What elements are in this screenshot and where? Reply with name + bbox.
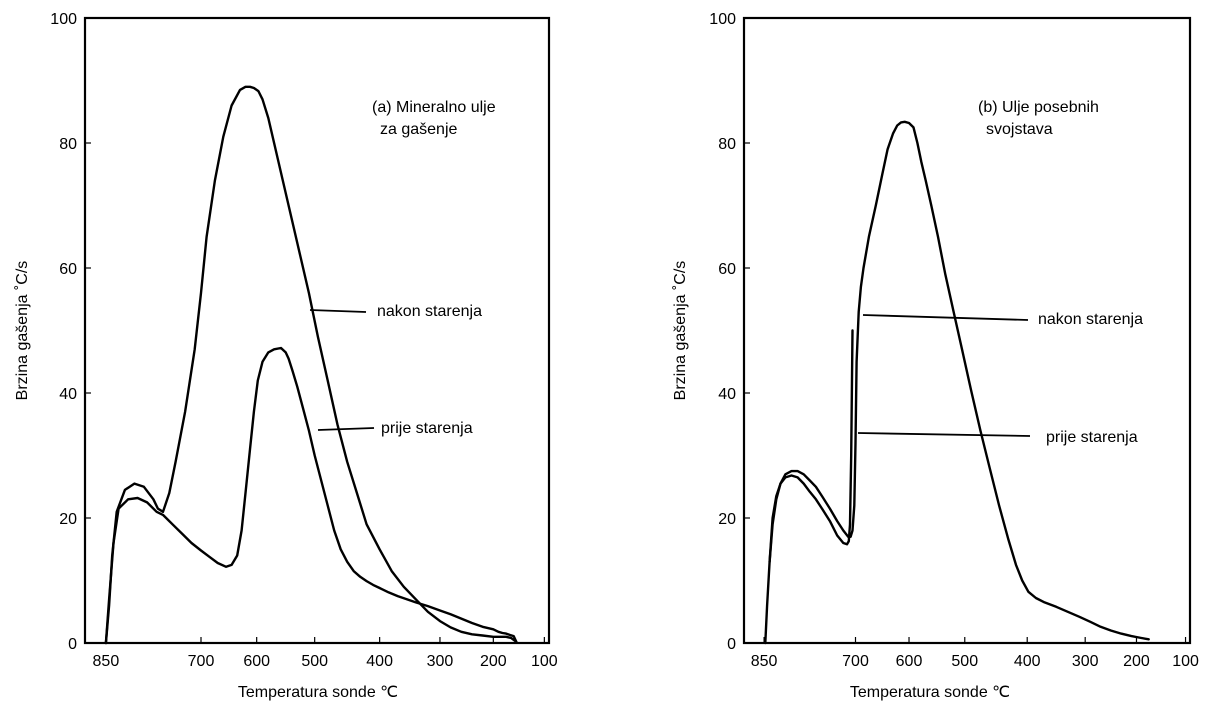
series-prije-starenja-line	[768, 329, 854, 563]
x-tick-label: 100	[531, 653, 558, 670]
y-tick-label: 40	[59, 386, 77, 403]
y-tick-label: 60	[59, 261, 77, 278]
y-tick-label: 80	[59, 136, 77, 153]
x-tick-label: 700	[188, 653, 215, 670]
series-nakon-starenja-line	[764, 120, 1150, 645]
x-tick-label: 850	[93, 653, 120, 670]
chart-title: (b) Ulje posebnih	[978, 99, 1099, 116]
annotation-leader	[317, 427, 375, 431]
x-tick-label: 300	[427, 653, 454, 670]
annotation-leader	[857, 432, 1031, 437]
y-tick-label: 80	[718, 136, 736, 153]
plot-frame	[742, 16, 1192, 645]
plot-frame	[83, 16, 551, 645]
x-tick-label: 700	[842, 653, 869, 670]
annotation-label: prije starenja	[381, 420, 473, 437]
y-tick-label: 20	[59, 511, 77, 528]
x-tick-label: 400	[1014, 653, 1041, 670]
y-tick-label: 20	[718, 511, 736, 528]
annotation-leader	[309, 309, 367, 313]
x-tick-label: 300	[1072, 653, 1099, 670]
series-nakon-starenja-line	[104, 85, 518, 645]
chart-panel-b: 0 20 40 60 80 100 850 700 600 500 400 300 200 100 Temp…	[672, 11, 1199, 701]
chart-title-line2: za gašenje	[380, 121, 457, 138]
x-tick-label: 400	[366, 653, 393, 670]
annotation-label: nakon starenja	[377, 303, 482, 320]
chart-title-line2: svojstava	[986, 121, 1053, 138]
x-axis-label: Temperatura sonde ℃	[850, 684, 1010, 701]
chart-panel-a: 0 20 40 60 80 100 850 700 600 500 400 300 200 100 Temp…	[14, 11, 558, 701]
y-tick-label: 0	[68, 636, 77, 653]
annotation-label: nakon starenja	[1038, 311, 1143, 328]
y-tick-label: 40	[718, 386, 736, 403]
x-tick-label: 500	[301, 653, 328, 670]
series-prije-starenja-line	[104, 346, 518, 645]
y-tick-label: 100	[50, 11, 77, 28]
x-axis-label: Temperatura sonde ℃	[238, 684, 398, 701]
x-tick-label: 600	[243, 653, 270, 670]
x-tick-label: 500	[951, 653, 978, 670]
y-tick-label: 60	[718, 261, 736, 278]
y-axis-label: Brzina gašenja ˚C/s	[672, 261, 689, 401]
y-axis-label: Brzina gašenja ˚C/s	[14, 261, 31, 401]
x-tick-label: 200	[480, 653, 507, 670]
y-tick-label: 100	[709, 11, 736, 28]
x-tick-label: 850	[751, 653, 778, 670]
x-tick-label: 200	[1123, 653, 1150, 670]
annotation-label: prije starenja	[1046, 429, 1138, 446]
annotation-leader	[862, 314, 1029, 321]
y-tick-label: 0	[727, 636, 736, 653]
x-tick-label: 100	[1172, 653, 1199, 670]
chart-title: (a) Mineralno ulje	[372, 99, 496, 116]
x-tick-label: 600	[896, 653, 923, 670]
